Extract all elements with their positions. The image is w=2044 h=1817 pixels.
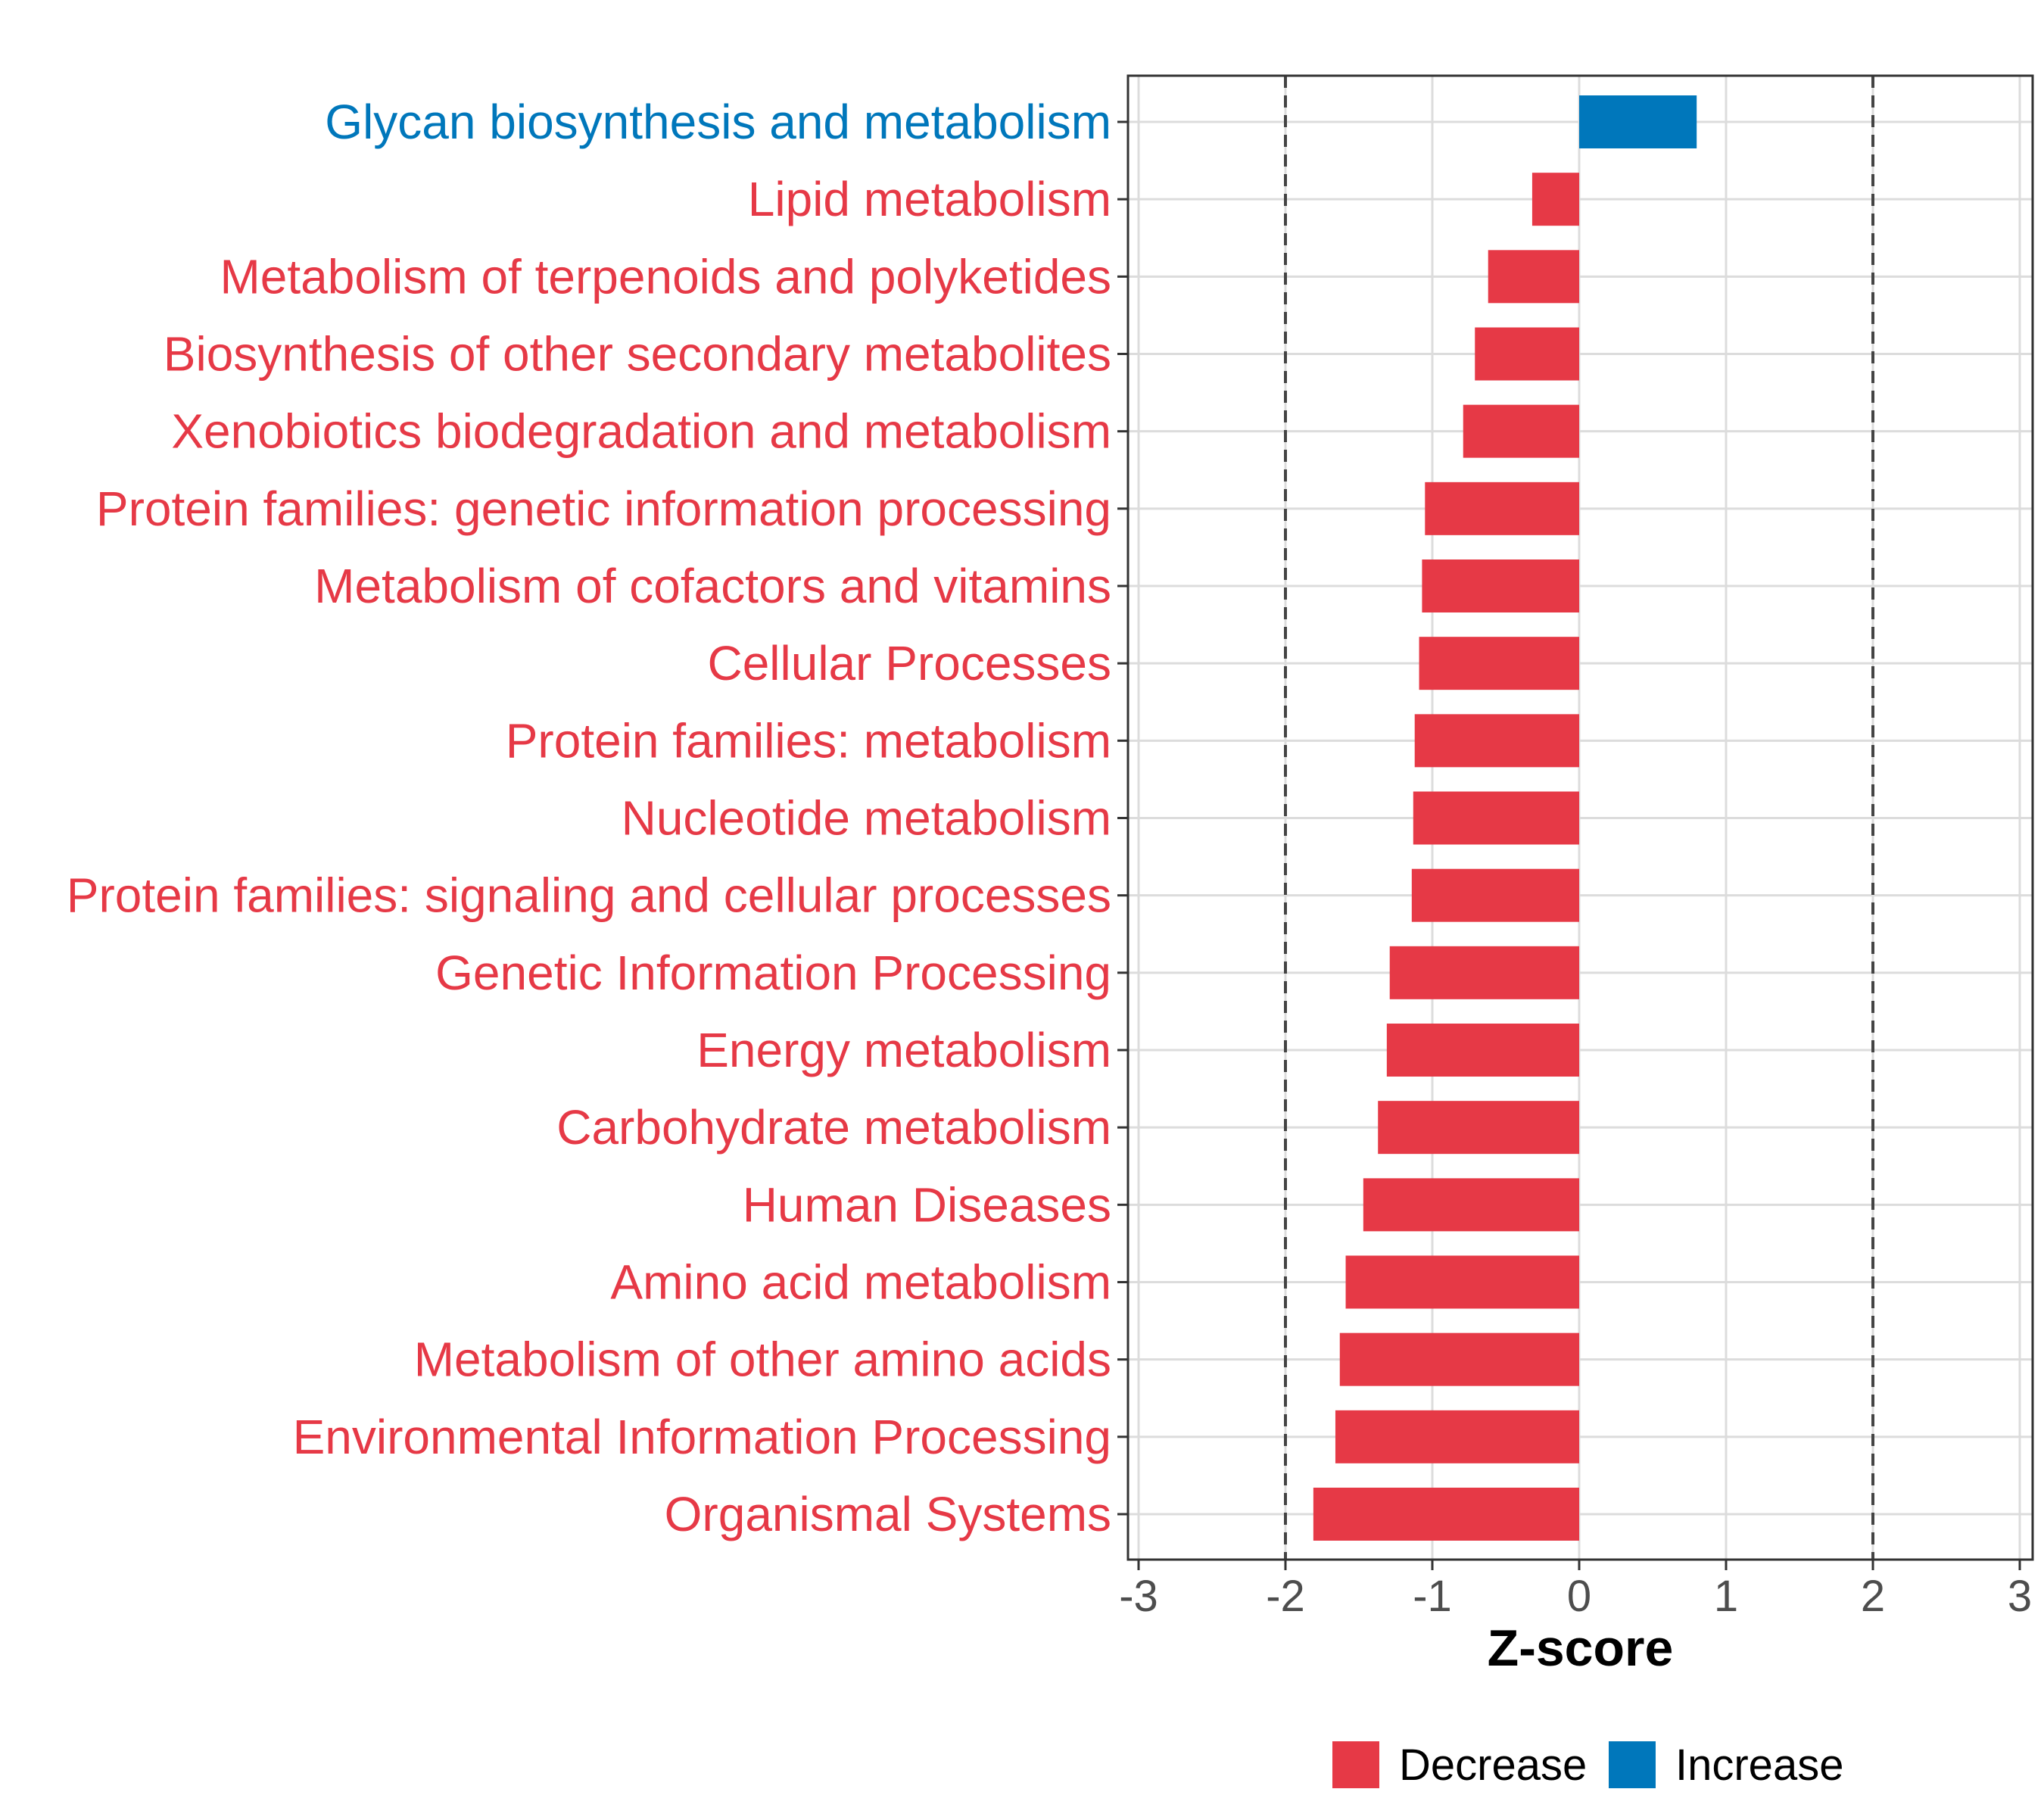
bar [1531, 173, 1579, 226]
gridlines [1128, 76, 2033, 1560]
bar [1413, 791, 1579, 845]
bar [1475, 327, 1579, 381]
bar [1422, 559, 1579, 612]
category-label: Metabolism of cofactors and vitamins [314, 559, 1111, 613]
bar [1339, 1332, 1579, 1386]
category-label: Biosynthesis of other secondary metaboli… [164, 327, 1111, 382]
category-label: Energy metabolism [696, 1023, 1111, 1077]
bar [1335, 1410, 1579, 1463]
bar [1425, 482, 1579, 535]
bar [1414, 714, 1579, 768]
category-label: Carbohydrate metabolism [556, 1100, 1111, 1155]
category-label: Protein families: signaling and cellular… [67, 868, 1111, 923]
category-label: Metabolism of other amino acids [414, 1332, 1111, 1387]
legend-key-increase [1609, 1741, 1656, 1788]
bar [1378, 1101, 1579, 1155]
x-axis-title: Z-score [1488, 1619, 1674, 1677]
x-tick-label: 3 [2008, 1572, 2032, 1621]
category-label: Cellular Processes [707, 636, 1111, 690]
y-axis-ticks [1117, 120, 1128, 1516]
category-label: Glycan biosynthesis and metabolism [325, 95, 1111, 149]
bars [1313, 95, 1697, 1541]
category-label: Genetic Information Processing [435, 946, 1111, 1000]
x-tick-label: -2 [1266, 1572, 1305, 1621]
bar [1389, 946, 1579, 999]
category-label: Amino acid metabolism [610, 1255, 1111, 1310]
x-axis-ticks: -3 -2 -1 0 1 2 3 [1119, 1560, 2032, 1621]
bar [1463, 404, 1579, 458]
bar [1411, 868, 1579, 922]
category-label: Metabolism of terpenoids and polyketides [220, 249, 1111, 304]
x-tick-label: -1 [1413, 1572, 1452, 1621]
category-labels: Glycan biosynthesis and metabolism Lipid … [67, 95, 1111, 1541]
category-label: Xenobiotics biodegradation and metabolis… [171, 404, 1111, 459]
x-tick-label: 2 [1861, 1572, 1885, 1621]
bar [1313, 1488, 1579, 1541]
category-label: Environmental Information Processing [293, 1410, 1111, 1464]
category-label: Nucleotide metabolism [622, 791, 1111, 846]
x-tick-label: -3 [1119, 1572, 1158, 1621]
x-tick-label: 1 [1714, 1572, 1738, 1621]
bar [1419, 637, 1579, 690]
reference-lines [1284, 76, 1874, 1560]
legend-label-decrease: Decrease [1399, 1741, 1587, 1790]
category-label: Lipid metabolism [748, 172, 1111, 226]
legend-label-increase: Increase [1675, 1741, 1843, 1790]
category-label: Human Diseases [743, 1177, 1111, 1232]
bar [1386, 1024, 1579, 1077]
category-label: Organismal Systems [665, 1487, 1111, 1541]
legend-key-decrease [1332, 1741, 1379, 1788]
bar [1345, 1255, 1579, 1309]
category-label: Protein families: genetic information pr… [96, 482, 1111, 536]
category-label: Protein families: metabolism [506, 713, 1111, 768]
bar [1488, 250, 1579, 304]
legend: Decrease Increase [1332, 1741, 1843, 1790]
bar [1363, 1178, 1579, 1232]
bar [1579, 95, 1697, 148]
x-tick-label: 0 [1567, 1572, 1591, 1621]
